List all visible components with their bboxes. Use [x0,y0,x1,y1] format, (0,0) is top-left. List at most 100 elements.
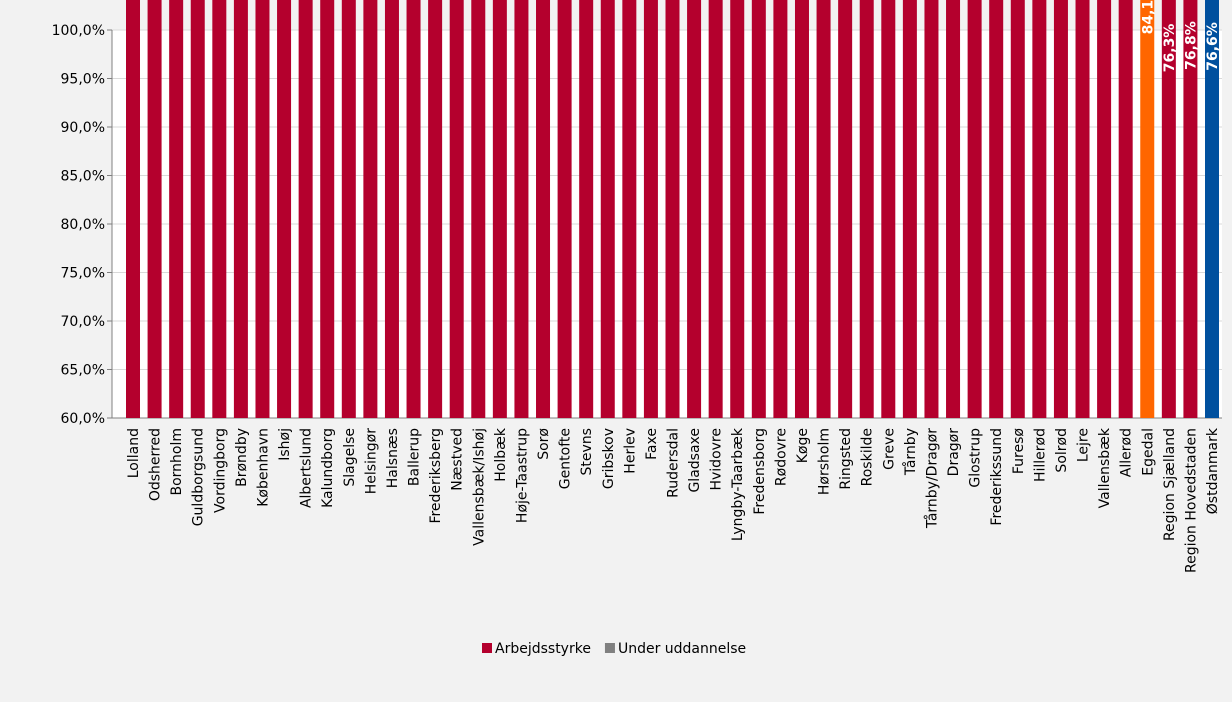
x-tick-label: Vordingborg [212,428,228,513]
bar-segment [233,0,248,418]
bar-segment [363,0,378,418]
x-tick-label: Herlev [622,428,638,474]
bar-segment [730,0,745,418]
x-tick-label: Faxe [644,428,660,460]
x-tick-label: Gentofte [558,428,574,489]
x-tick-label: Allerød [1119,428,1135,477]
x-tick-label: Hvidovre [709,428,725,491]
bar-segment [428,0,443,419]
x-tick-label: Fredensborg [752,428,768,515]
x-tick-label: Vallensbæk/Ishøj [471,428,487,546]
data-label: 76,8% [1183,21,1199,70]
x-tick-label: Lyngby-Taarbæk [730,427,746,541]
bar-segment [255,0,270,419]
data-label: 84,1% [1140,0,1156,34]
y-tick-label: 85,0% [61,169,105,185]
x-tick-label: Ballerup [407,428,423,486]
x-tick-label: Guldborgsund [191,428,207,526]
bar-segment [643,0,658,418]
x-tick-label: Region Sjælland [1162,428,1178,541]
data-label: 76,3% [1162,24,1178,73]
x-tick-label: Hillerød [1032,428,1048,482]
x-tick-label: Slagelse [342,428,358,487]
bar-segment [492,0,507,419]
y-tick-label: 90,0% [61,120,105,136]
bar-segment [967,0,982,418]
y-tick-label: 80,0% [61,217,105,233]
x-tick-label: Gribskov [601,428,617,489]
bar-segment [341,0,356,419]
x-tick-label: Brøndby [234,428,250,487]
bar-segment [1032,0,1047,419]
bar-segment [169,0,184,418]
bar-segment [471,0,486,418]
x-tick-label: Odsherred [148,428,164,501]
bar-segment [536,0,551,418]
x-tick-label: Ringsted [838,428,854,490]
x-tick-label: Halsnæs [385,428,401,488]
x-tick-label: Ishøj [277,428,293,461]
x-tick-label: Bornholm [169,428,185,496]
x-tick-label: Rudersdal [666,428,682,498]
bar-segment [751,0,766,418]
x-tick-label: Egedal [1140,428,1156,476]
bar-segment [190,0,205,419]
legend-label: Arbejdsstyrke [495,641,591,657]
bar-segment [989,0,1004,418]
x-tick-label: Høje-Taastrup [514,428,530,523]
y-tick-label: 65,0% [61,363,105,379]
bar-segment [622,0,637,418]
bar-segment [816,0,831,418]
bar-segment [147,0,162,418]
bar-segment [881,0,896,419]
x-tick-label: Region Hovedstaden [1183,428,1199,573]
bar-segment [384,0,399,418]
bar-segment [946,0,961,418]
x-tick-label: Tårnby [902,428,919,476]
legend-label: Under uddannelse [618,641,746,657]
x-tick-label: Holbæk [493,427,509,482]
bar-segment [859,0,874,418]
bar-segment [1118,0,1133,418]
bar-segment [126,0,140,419]
x-tick-label: Tårnby/Dragør [923,428,940,529]
bar-segment [557,0,572,418]
bar-segment [1140,0,1155,419]
bar-segment [708,0,723,418]
x-tick-label: Roskilde [860,428,876,486]
x-tick-label: Lolland [126,428,142,478]
x-tick-label: Solrød [1054,428,1070,473]
x-tick-label: Furesø [1011,428,1027,475]
bar-segment [665,0,680,418]
bar-segment [579,0,594,418]
x-tick-label: Køge [795,428,811,463]
x-tick-label: Glostrup [968,428,984,488]
bar-segment [1097,0,1112,419]
x-tick-label: Stevns [579,428,595,475]
bar-segment [406,0,421,419]
bar-segment [794,0,809,418]
bar-segment [1205,0,1219,419]
x-tick-label: Hørsholm [817,428,833,495]
bar-segment [773,0,788,419]
bar-segment [298,0,313,419]
x-tick-label: Frederiksberg [428,428,444,524]
bar-segment [277,0,292,419]
bar-segment [838,0,853,419]
x-tick-label: Kalundborg [320,428,336,508]
bar-segment [687,0,702,418]
x-tick-label: Albertslund [299,428,315,508]
bar-segment [1075,0,1090,419]
bar-segment [1161,0,1176,418]
x-tick-label: Rødovre [773,428,789,486]
x-tick-label: Greve [881,428,897,470]
x-tick-label: Sorø [536,428,552,460]
x-tick-label: Vallensbæk [1097,427,1113,508]
bar-segment [212,0,227,418]
bar-segment [514,0,529,419]
x-tick-label: Helsingør [363,428,379,495]
y-tick-label: 95,0% [61,72,105,88]
x-tick-label: København [255,428,271,507]
